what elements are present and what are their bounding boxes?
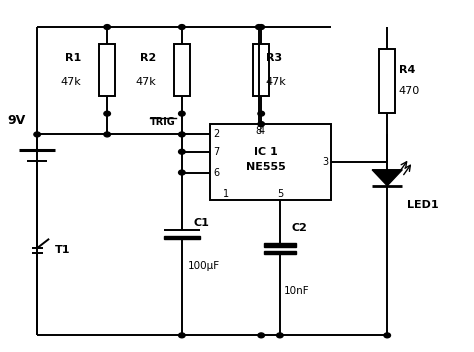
Text: 470: 470 — [399, 86, 420, 96]
Polygon shape — [372, 170, 402, 186]
Text: 1: 1 — [223, 189, 229, 199]
Bar — [264, 251, 296, 254]
Text: NE555: NE555 — [246, 162, 286, 172]
Text: 8: 8 — [256, 126, 262, 136]
Text: 9V: 9V — [7, 114, 26, 127]
Circle shape — [104, 132, 110, 137]
Text: IC 1: IC 1 — [254, 147, 278, 157]
Text: 4: 4 — [258, 126, 264, 136]
Text: R1: R1 — [65, 53, 82, 63]
Text: 47k: 47k — [136, 77, 156, 87]
Text: 3: 3 — [323, 157, 329, 167]
Text: 100μF: 100μF — [187, 261, 219, 271]
Circle shape — [179, 25, 185, 30]
Bar — [253, 44, 269, 96]
Text: 2: 2 — [214, 130, 220, 139]
Text: C2: C2 — [292, 223, 308, 233]
Bar — [210, 124, 331, 200]
Circle shape — [384, 333, 391, 338]
Circle shape — [179, 149, 185, 154]
Bar — [379, 49, 395, 113]
Bar — [99, 44, 115, 96]
Text: 6: 6 — [214, 168, 220, 177]
Circle shape — [34, 132, 40, 137]
Circle shape — [258, 111, 264, 116]
Text: 47k: 47k — [61, 77, 82, 87]
Circle shape — [258, 121, 264, 126]
Text: T1: T1 — [55, 245, 71, 256]
Text: R3: R3 — [266, 53, 282, 63]
Circle shape — [179, 170, 185, 175]
Circle shape — [277, 333, 283, 338]
Circle shape — [179, 111, 185, 116]
Circle shape — [258, 333, 264, 338]
Bar — [264, 243, 296, 246]
Text: 5: 5 — [277, 189, 283, 199]
Text: TRIG: TRIG — [150, 117, 176, 127]
Text: 47k: 47k — [266, 77, 287, 87]
Bar — [164, 236, 200, 239]
Bar — [173, 44, 190, 96]
Circle shape — [104, 25, 110, 30]
Text: C1: C1 — [193, 218, 210, 228]
Text: 7: 7 — [214, 147, 220, 157]
Text: LED1: LED1 — [407, 200, 438, 210]
Circle shape — [258, 25, 264, 30]
Circle shape — [179, 132, 185, 137]
Text: 10nF: 10nF — [283, 286, 309, 296]
Text: R2: R2 — [140, 53, 156, 63]
Circle shape — [179, 333, 185, 338]
Circle shape — [255, 25, 262, 30]
Circle shape — [104, 111, 110, 116]
Text: R4: R4 — [399, 65, 415, 75]
